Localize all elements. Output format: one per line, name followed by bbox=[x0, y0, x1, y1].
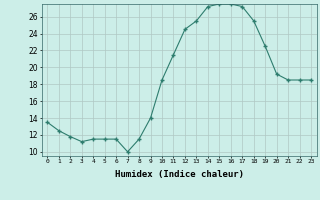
X-axis label: Humidex (Indice chaleur): Humidex (Indice chaleur) bbox=[115, 170, 244, 179]
